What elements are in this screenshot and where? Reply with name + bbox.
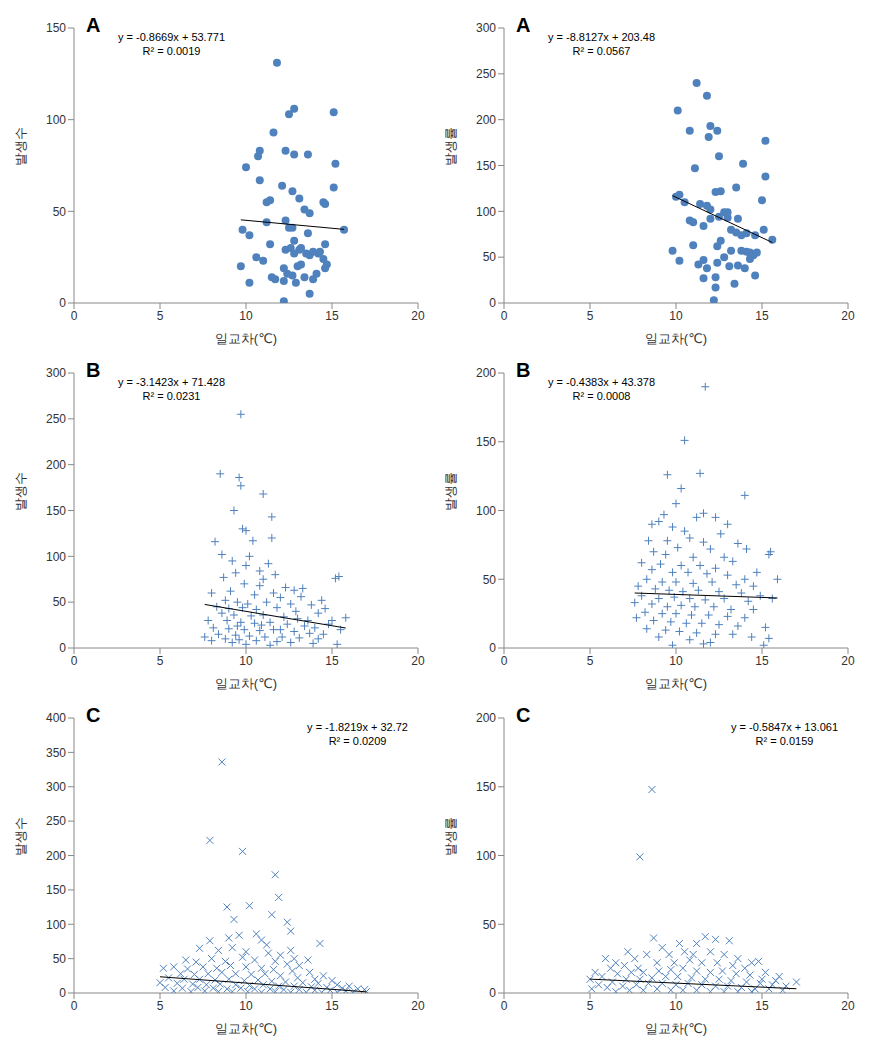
svg-text:0: 0 <box>71 654 78 668</box>
svg-text:일교차(℃): 일교차(℃) <box>645 676 707 691</box>
svg-text:200: 200 <box>46 849 66 863</box>
svg-text:0: 0 <box>501 999 508 1013</box>
svg-text:5: 5 <box>587 999 594 1013</box>
svg-text:300: 300 <box>476 21 496 35</box>
svg-text:15: 15 <box>755 309 769 323</box>
svg-text:100: 100 <box>476 205 496 219</box>
svg-text:150: 150 <box>46 883 66 897</box>
html-text:y = -8.8127x + 203.48: y = -8.8127x + 203.48 <box>548 31 655 43</box>
html-text:R² = 0.0019: R² = 0.0019 <box>142 45 201 57</box>
svg-text:일교차(℃): 일교차(℃) <box>645 331 707 346</box>
svg-text:15: 15 <box>325 654 339 668</box>
svg-text:50: 50 <box>483 573 497 587</box>
svg-text:20: 20 <box>411 654 425 668</box>
svg-text:100: 100 <box>476 504 496 518</box>
html-text:A: A <box>516 14 531 36</box>
svg-text:20: 20 <box>841 999 855 1013</box>
html-text:y = -0.4383x + 43.378: y = -0.4383x + 43.378 <box>548 376 655 388</box>
svg-text:150: 150 <box>476 435 496 449</box>
svg-text:0: 0 <box>501 309 508 323</box>
svg-text:50: 50 <box>483 918 497 932</box>
svg-text:250: 250 <box>46 412 66 426</box>
html-text:y = -1.8219x + 32.72: y = -1.8219x + 32.72 <box>307 721 408 733</box>
svg-text:10: 10 <box>239 309 253 323</box>
html-text:R² = 0.0209: R² = 0.0209 <box>328 735 387 747</box>
svg-text:250: 250 <box>46 814 66 828</box>
svg-text:발생률: 발생률 <box>443 127 458 166</box>
svg-text:0: 0 <box>59 641 66 655</box>
svg-text:20: 20 <box>411 999 425 1013</box>
svg-text:0: 0 <box>489 296 496 310</box>
svg-text:0: 0 <box>59 986 66 1000</box>
svg-text:15: 15 <box>325 309 339 323</box>
svg-text:15: 15 <box>755 999 769 1013</box>
svg-text:300: 300 <box>46 366 66 380</box>
html-text:R² = 0.0567: R² = 0.0567 <box>572 45 631 57</box>
svg-text:300: 300 <box>46 780 66 794</box>
svg-text:10: 10 <box>669 654 683 668</box>
html-text:C: C <box>86 704 101 726</box>
svg-text:0: 0 <box>71 309 78 323</box>
svg-text:0: 0 <box>489 641 496 655</box>
svg-text:0: 0 <box>71 999 78 1013</box>
html-text:y = -3.1423x + 71.428: y = -3.1423x + 71.428 <box>118 376 225 388</box>
html-text:C: C <box>516 704 531 726</box>
svg-text:50: 50 <box>53 595 67 609</box>
svg-text:발생수: 발생수 <box>13 127 28 166</box>
html-text:B: B <box>86 359 101 381</box>
svg-text:200: 200 <box>476 711 496 725</box>
svg-text:5: 5 <box>587 309 594 323</box>
svg-text:5: 5 <box>157 309 164 323</box>
svg-text:250: 250 <box>476 67 496 81</box>
svg-text:발생률: 발생률 <box>443 817 458 856</box>
svg-text:일교차(℃): 일교차(℃) <box>215 331 277 346</box>
html-text:B: B <box>516 359 531 381</box>
html-text:R² = 0.0008: R² = 0.0008 <box>572 390 631 402</box>
svg-text:150: 150 <box>46 21 66 35</box>
svg-text:200: 200 <box>476 113 496 127</box>
svg-text:15: 15 <box>755 654 769 668</box>
svg-text:5: 5 <box>587 654 594 668</box>
svg-text:일교차(℃): 일교차(℃) <box>645 1021 707 1036</box>
svg-text:10: 10 <box>239 999 253 1013</box>
svg-text:100: 100 <box>46 113 66 127</box>
svg-text:150: 150 <box>46 504 66 518</box>
svg-text:100: 100 <box>46 550 66 564</box>
svg-text:50: 50 <box>53 205 67 219</box>
svg-text:200: 200 <box>476 366 496 380</box>
svg-text:발생률: 발생률 <box>443 472 458 511</box>
svg-text:100: 100 <box>46 918 66 932</box>
svg-text:150: 150 <box>476 159 496 173</box>
html-text:R² = 0.0231: R² = 0.0231 <box>142 390 201 402</box>
svg-text:0: 0 <box>501 654 508 668</box>
svg-text:일교차(℃): 일교차(℃) <box>215 1021 277 1036</box>
svg-text:20: 20 <box>841 309 855 323</box>
svg-text:150: 150 <box>476 780 496 794</box>
svg-text:50: 50 <box>53 952 67 966</box>
svg-text:20: 20 <box>841 654 855 668</box>
svg-text:400: 400 <box>46 711 66 725</box>
svg-text:15: 15 <box>325 999 339 1013</box>
svg-text:0: 0 <box>489 986 496 1000</box>
svg-text:10: 10 <box>669 309 683 323</box>
svg-text:발생수: 발생수 <box>13 472 28 511</box>
svg-text:20: 20 <box>411 309 425 323</box>
html-text:R² = 0.0159: R² = 0.0159 <box>755 735 814 747</box>
html-text:A: A <box>86 14 101 36</box>
svg-text:일교차(℃): 일교차(℃) <box>215 676 277 691</box>
svg-text:발생수: 발생수 <box>13 817 28 856</box>
svg-text:350: 350 <box>46 746 66 760</box>
svg-text:10: 10 <box>669 999 683 1013</box>
svg-text:5: 5 <box>157 999 164 1013</box>
html-text:y = -0.5847x + 13.061: y = -0.5847x + 13.061 <box>731 721 838 733</box>
svg-text:5: 5 <box>157 654 164 668</box>
svg-text:0: 0 <box>59 296 66 310</box>
svg-text:100: 100 <box>476 849 496 863</box>
svg-text:10: 10 <box>239 654 253 668</box>
svg-text:50: 50 <box>483 250 497 264</box>
html-text:y = -0.8669x + 53.771: y = -0.8669x + 53.771 <box>118 31 225 43</box>
svg-text:200: 200 <box>46 458 66 472</box>
